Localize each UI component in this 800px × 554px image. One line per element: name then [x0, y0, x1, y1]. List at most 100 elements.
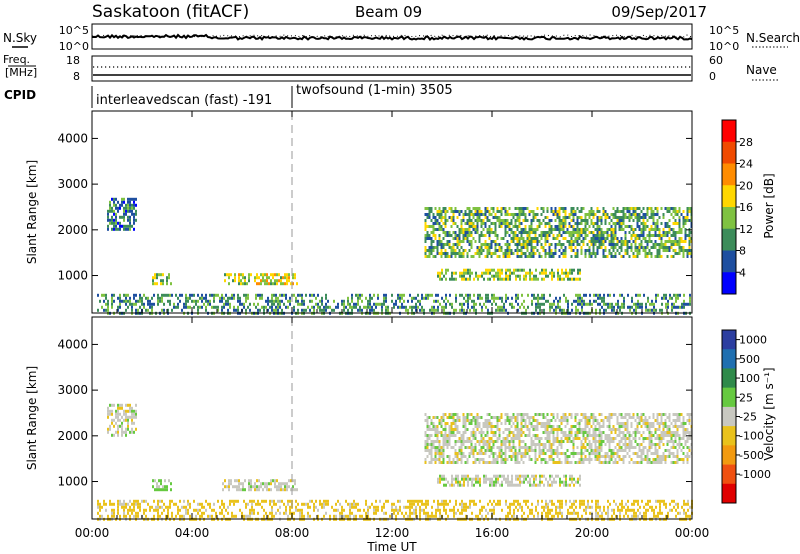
echo-cell: [476, 207, 479, 210]
echo-cell: [225, 508, 227, 512]
echo-cell: [575, 293, 577, 297]
echo-cell: [499, 308, 501, 312]
echo-cell: [461, 508, 463, 512]
echo-cell: [604, 416, 607, 419]
echo-cell: [666, 249, 669, 252]
echo-cell: [127, 418, 129, 422]
echo-cell: [614, 431, 617, 434]
echo-cell: [387, 308, 389, 312]
echo-cell: [375, 505, 377, 509]
echo-cell: [494, 458, 497, 461]
echo-cell: [624, 413, 627, 416]
echo-cell: [119, 215, 121, 219]
echo-cell: [113, 221, 115, 225]
echo-cell: [509, 274, 511, 278]
echo-cell: [626, 207, 629, 210]
echo-cell: [129, 215, 131, 219]
echo-cell: [512, 422, 515, 425]
echo-cell: [105, 296, 107, 300]
echo-cell: [158, 485, 160, 489]
echo-cell: [606, 255, 609, 258]
echo-cell: [624, 443, 627, 446]
echo-cell: [454, 255, 457, 258]
echo-cell: [490, 231, 493, 234]
echo-cell: [286, 488, 288, 492]
echo-cell: [624, 440, 627, 443]
echo-cell: [580, 443, 583, 446]
echo-cell: [488, 210, 491, 213]
echo-cell: [538, 443, 541, 446]
echo-cell: [164, 488, 166, 492]
echo-cell: [512, 237, 515, 240]
echo-cell: [425, 293, 427, 297]
echo-cell: [509, 502, 511, 506]
echo-cell: [637, 293, 639, 297]
echo-cell: [276, 273, 278, 277]
echo-cell: [608, 461, 611, 464]
echo-cell: [476, 440, 479, 443]
echo-cell: [490, 422, 493, 425]
echo-cell: [432, 425, 435, 428]
echo-cell: [401, 302, 403, 306]
echo-cell: [683, 502, 685, 506]
echo-cell: [598, 431, 601, 434]
echo-cell: [565, 296, 567, 300]
echo-cell: [135, 293, 137, 297]
echo-cell: [488, 449, 491, 452]
echo-cell: [426, 440, 429, 443]
echo-cell: [588, 240, 591, 243]
echo-cell: [207, 514, 209, 518]
echo-cell: [231, 296, 233, 300]
echo-cell: [273, 293, 275, 297]
echo-cell: [584, 437, 587, 440]
echo-cell: [434, 452, 437, 455]
echo-cell: [635, 293, 637, 297]
echo-cell: [632, 446, 635, 449]
echo-cell: [580, 455, 583, 458]
echo-cell: [448, 240, 451, 243]
echo-cell: [242, 273, 244, 277]
echo-cell: [107, 430, 109, 434]
echo-cell: [500, 207, 503, 210]
echo-cell: [516, 234, 519, 237]
echo-cell: [135, 197, 137, 201]
echo-cell: [608, 216, 611, 219]
echo-cell: [561, 277, 563, 281]
echo-cell: [260, 279, 262, 283]
echo-cell: [508, 228, 511, 231]
echo-cell: [514, 434, 517, 437]
echo-cell: [401, 293, 403, 297]
echo-cell: [634, 228, 637, 231]
echo-cell: [480, 249, 483, 252]
echo-cell: [504, 449, 507, 452]
echo-cell: [574, 210, 577, 213]
echo-cell: [496, 210, 499, 213]
echo-cell: [452, 243, 455, 246]
echo-cell: [292, 273, 294, 277]
echo-cell: [500, 225, 503, 228]
echo-cell: [244, 282, 246, 286]
echo-cell: [619, 305, 621, 309]
echo-cell: [505, 268, 507, 272]
echo-cell: [173, 302, 175, 306]
echo-cell: [292, 488, 294, 492]
echo-cell: [660, 222, 663, 225]
echo-cell: [177, 508, 179, 512]
echo-cell: [125, 415, 127, 419]
echo-cell: [438, 243, 441, 246]
echo-cell: [644, 222, 647, 225]
echo-cell: [606, 452, 609, 455]
echo-cell: [592, 437, 595, 440]
echo-cell: [460, 458, 463, 461]
echo-cell: [129, 299, 131, 303]
echo-cell: [503, 277, 505, 281]
echo-cell: [640, 216, 643, 219]
echo-cell: [514, 461, 517, 464]
echo-cell: [633, 508, 635, 512]
echo-cell: [681, 505, 683, 509]
echo-cell: [470, 234, 473, 237]
echo-cell: [439, 502, 441, 506]
echo-cell: [399, 305, 401, 309]
echo-cell: [622, 437, 625, 440]
echo-cell: [444, 222, 447, 225]
